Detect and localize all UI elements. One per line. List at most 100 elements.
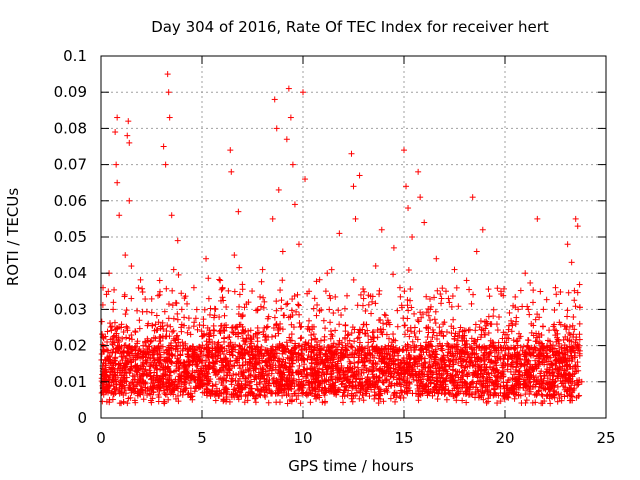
data-point: [263, 362, 270, 369]
data-point: [231, 288, 238, 295]
data-point: [288, 337, 295, 344]
data-point: [491, 386, 498, 393]
data-point: [327, 295, 334, 302]
data-point: [468, 300, 475, 307]
chart-title: Day 304 of 2016, Rate Of TEC Index for r…: [151, 18, 549, 36]
data-point: [167, 323, 174, 330]
data-point: [261, 337, 268, 344]
data-point: [466, 286, 473, 293]
data-point: [320, 317, 327, 324]
data-point: [335, 307, 342, 314]
data-point: [279, 277, 286, 284]
data-point: [275, 186, 282, 193]
data-point: [251, 395, 258, 402]
y-tick-label: 0.1: [63, 47, 87, 65]
data-point: [286, 334, 293, 341]
data-point: [525, 337, 532, 344]
data-point: [572, 215, 579, 222]
data-point: [372, 262, 379, 269]
data-point: [139, 308, 146, 315]
data-point: [574, 223, 581, 230]
data-point: [205, 275, 212, 282]
data-point: [293, 308, 300, 315]
data-point: [551, 307, 558, 314]
data-point: [486, 293, 493, 300]
data-point: [359, 366, 366, 373]
data-point: [440, 333, 447, 340]
data-point: [529, 299, 536, 306]
data-point: [263, 371, 270, 378]
y-tick-label: 0.06: [54, 192, 87, 210]
data-point: [228, 168, 235, 175]
data-point: [540, 306, 547, 313]
data-point: [360, 397, 367, 404]
data-point: [201, 306, 208, 313]
y-tick-label: 0.03: [54, 300, 87, 318]
data-point: [139, 285, 146, 292]
data-point: [212, 397, 219, 404]
data-point: [552, 284, 559, 291]
data-point: [493, 321, 500, 328]
data-point: [570, 314, 577, 321]
data-point: [472, 327, 479, 334]
data-point: [427, 317, 434, 324]
data-point: [306, 317, 313, 324]
data-point: [155, 398, 162, 405]
data-point: [538, 391, 545, 398]
data-point: [221, 338, 228, 345]
data-point: [344, 292, 351, 299]
data-point: [285, 85, 292, 92]
data-point: [431, 316, 438, 323]
data-point: [295, 301, 302, 308]
x-axis-title: GPS time / hours: [288, 457, 414, 475]
x-tick-label: 20: [495, 429, 514, 447]
y-axis-title: ROTI / TECUs: [4, 188, 22, 286]
data-point: [470, 291, 477, 298]
data-point: [511, 395, 518, 402]
data-point: [148, 295, 155, 302]
data-point: [451, 266, 458, 273]
data-point: [432, 308, 439, 315]
data-point: [356, 172, 363, 179]
data-point: [271, 314, 278, 321]
data-point: [349, 398, 356, 405]
data-point: [576, 281, 583, 288]
data-point: [284, 400, 291, 407]
data-point: [446, 362, 453, 369]
x-tick-label: 15: [394, 429, 413, 447]
data-point: [205, 295, 212, 302]
data-point: [239, 286, 246, 293]
data-point: [98, 318, 105, 325]
data-point: [471, 337, 478, 344]
data-point: [284, 300, 291, 307]
data-point: [123, 334, 130, 341]
data-point: [119, 335, 126, 342]
data-point: [390, 244, 397, 251]
data-point: [295, 302, 302, 309]
data-point: [254, 307, 261, 314]
data-point: [228, 324, 235, 331]
data-point: [495, 339, 502, 346]
data-point: [165, 396, 172, 403]
data-point: [114, 114, 121, 121]
data-point: [125, 118, 132, 125]
data-points: [98, 71, 585, 407]
data-point: [576, 320, 583, 327]
data-point: [273, 298, 280, 305]
data-point: [523, 397, 530, 404]
data-point: [139, 360, 146, 367]
y-tick-label: 0.05: [54, 228, 87, 246]
data-point: [124, 400, 131, 407]
data-point: [216, 276, 223, 283]
data-point: [551, 326, 558, 333]
data-point: [170, 266, 177, 273]
data-point: [400, 315, 407, 322]
data-point: [565, 289, 572, 296]
data-point: [154, 372, 161, 379]
data-point: [169, 287, 176, 294]
data-point: [126, 197, 133, 204]
data-point: [226, 366, 233, 373]
data-point: [401, 288, 408, 295]
data-point: [455, 303, 462, 310]
